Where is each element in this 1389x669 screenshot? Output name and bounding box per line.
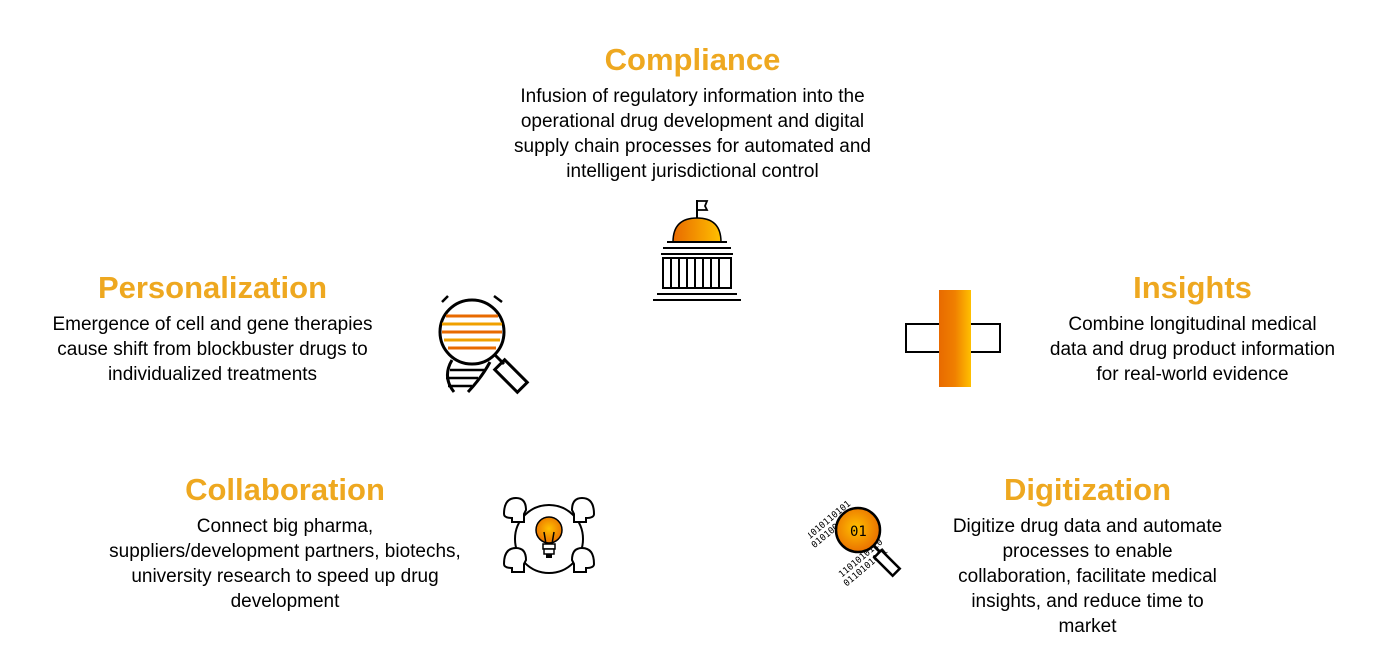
collaboration-description: Connect big pharma, suppliers/developmen… bbox=[80, 514, 490, 614]
digitization-line: insights, and reduce time to bbox=[971, 591, 1204, 612]
collaboration-line: suppliers/development partners, biotechs… bbox=[109, 541, 461, 562]
binary-magnifier-icon: 1010110101 0101001010 1101010110 0110101… bbox=[808, 488, 918, 588]
digitization-line: Digitize drug data and automate bbox=[952, 516, 1223, 537]
compliance-line: Infusion of regulatory information into … bbox=[520, 86, 865, 107]
collaboration-line: university research to speed up drug bbox=[131, 566, 439, 587]
dna-magnifier-icon bbox=[432, 292, 542, 397]
personalization-description: Emergence of cell and gene therapies cau… bbox=[20, 312, 405, 387]
collaboration-line: Connect big pharma, bbox=[196, 516, 374, 537]
collaboration-block: Collaboration Connect big pharma, suppli… bbox=[80, 472, 490, 614]
personalization-block: Personalization Emergence of cell and ge… bbox=[20, 270, 405, 387]
compliance-description: Infusion of regulatory information into … bbox=[470, 84, 915, 184]
personalization-title: Personalization bbox=[97, 270, 328, 305]
compliance-title: Compliance bbox=[604, 42, 781, 77]
insights-line: for real-world evidence bbox=[1096, 364, 1289, 385]
capitol-building-icon bbox=[645, 196, 745, 306]
collaboration-title: Collaboration bbox=[185, 472, 385, 507]
digitization-description: Digitize drug data and automate processe… bbox=[930, 514, 1245, 639]
compliance-line: operational drug development and digital bbox=[520, 111, 865, 132]
personalization-line: individualized treatments bbox=[107, 364, 318, 385]
compliance-block: Compliance Infusion of regulatory inform… bbox=[470, 42, 915, 184]
digitization-line: collaboration, facilitate medical bbox=[958, 566, 1217, 587]
insights-title: Insights bbox=[1133, 270, 1252, 305]
svg-text:01: 01 bbox=[850, 524, 867, 540]
team-lightbulb-icon bbox=[498, 492, 600, 587]
insights-description: Combine longitudinal medical data and dr… bbox=[1030, 312, 1355, 387]
personalization-line: cause shift from blockbuster drugs to bbox=[57, 339, 368, 360]
insights-line: data and drug product information bbox=[1049, 339, 1336, 360]
digitization-line: market bbox=[1058, 616, 1117, 637]
digitization-line: processes to enable bbox=[1002, 541, 1173, 562]
insights-block: Insights Combine longitudinal medical da… bbox=[1030, 270, 1355, 387]
compliance-line: supply chain processes for automated and bbox=[514, 136, 871, 157]
insights-line: Combine longitudinal medical bbox=[1068, 314, 1317, 335]
digitization-title: Digitization bbox=[1003, 472, 1172, 507]
collaboration-line: development bbox=[230, 591, 340, 612]
compliance-line: intelligent jurisdictional control bbox=[566, 161, 819, 182]
digitization-block: Digitization Digitize drug data and auto… bbox=[930, 472, 1245, 639]
personalization-line: Emergence of cell and gene therapies bbox=[52, 314, 373, 335]
medical-cross-icon bbox=[904, 290, 1004, 390]
